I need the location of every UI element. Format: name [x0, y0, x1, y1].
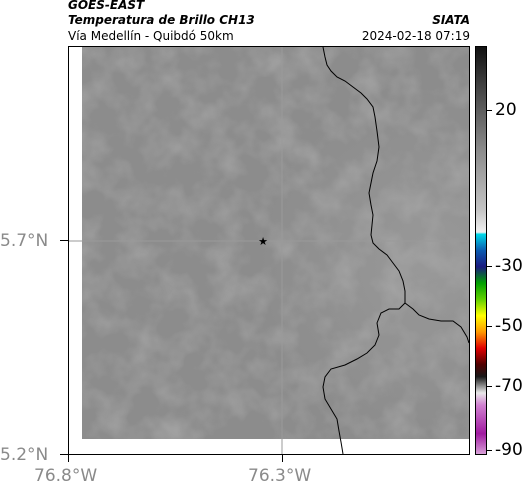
x-tick-mark: [282, 455, 283, 462]
river-line: [404, 302, 469, 344]
colorbar-tick-label: -90: [495, 440, 523, 460]
agency-label: SIATA: [432, 13, 470, 27]
x-tick-mark: [68, 455, 69, 462]
colorbar-tick-mark: [487, 386, 492, 387]
product-title: Temperatura de Brillo CH13: [68, 13, 255, 27]
colorbar-tick-mark: [487, 450, 492, 451]
y-tick-label: 5.2°N: [0, 445, 49, 465]
satellite-map: ★: [68, 46, 470, 455]
y-tick-mark: [60, 454, 68, 455]
location-marker-star-icon: ★: [258, 235, 268, 248]
colorbar-tick-label: -50: [495, 316, 523, 336]
x-tick-label: 76.3°W: [248, 466, 312, 486]
y-tick-label: 5.7°N: [0, 231, 49, 251]
satellite-title: GOES-EAST: [68, 0, 145, 12]
route-label: Vía Medellín - Quibdó 50km: [68, 29, 234, 43]
datetime-label: 2024-02-18 07:19: [361, 29, 470, 43]
colorbar-tick-label: -70: [495, 376, 523, 396]
map-image: ★: [69, 47, 469, 454]
boundary-line: [322, 47, 406, 454]
colorbar: [475, 46, 487, 455]
y-tick-mark: [60, 240, 68, 241]
colorbar-tick-label: 20: [495, 100, 517, 120]
colorbar-tick-mark: [487, 266, 492, 267]
colorbar-tick-mark: [487, 326, 492, 327]
x-tick-label: 76.8°W: [34, 466, 98, 486]
colorbar-tick-label: -30: [495, 256, 523, 276]
colorbar-tick-mark: [487, 110, 492, 111]
